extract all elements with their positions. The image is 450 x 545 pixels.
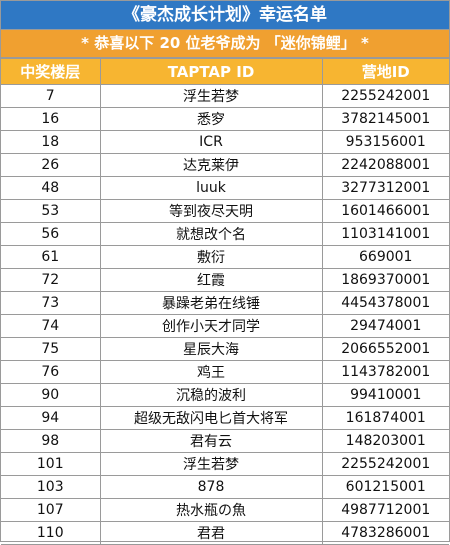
header-cell: 营地ID [321, 58, 449, 85]
table-row: 7 浮生若梦 2255242001 [1, 84, 449, 108]
table-cell: ICR [99, 130, 323, 154]
table-row: 48 luuk 3277312001 [1, 176, 449, 200]
table-row: 94 超级无敌闪电匕首大将军 161874001 [1, 406, 449, 430]
table-cell: 4987712001 [321, 498, 449, 522]
table-cell: 94 [1, 406, 101, 430]
table-cell: 29474001 [321, 314, 449, 338]
header-row: 中奖楼层 TAPTAP ID 营地ID [1, 58, 449, 85]
table-row: 56 就想改个名 1103141001 [1, 222, 449, 246]
table-row: 98 君有云 148203001 [1, 429, 449, 453]
table-cell: 72 [1, 268, 101, 292]
header-cell: TAPTAP ID [99, 58, 323, 85]
table-cell: 75 [1, 337, 101, 361]
table-cell: 18 [1, 130, 101, 154]
table-cell: 56 [1, 222, 101, 246]
header-cell: 中奖楼层 [1, 58, 101, 85]
winners-table: 中奖楼层 TAPTAP ID 营地ID 7 浮生若梦 2255242001 16 悉穸 378… [1, 58, 449, 545]
table-cell: 4454378001 [321, 291, 449, 315]
table-cell: 创作小天才同学 [99, 314, 323, 338]
table-cell: 601215001 [321, 475, 449, 499]
table-cell: 74 [1, 314, 101, 338]
table-cell: 热水瓶の魚 [99, 498, 323, 522]
table-cell: 161874001 [321, 406, 449, 430]
table-cell: 敷衍 [99, 245, 323, 269]
table-cell: 4783286001 [321, 521, 449, 545]
title: 《豪杰成长计划》幸运名单 [1, 1, 449, 30]
table-row: 26 达克莱伊 2242088001 [1, 153, 449, 177]
table-cell: 超级无敌闪电匕首大将军 [99, 406, 323, 430]
table-cell: 48 [1, 176, 101, 200]
table-cell: 悉穸 [99, 107, 323, 131]
subtitle: * 恭喜以下 20 位老爷成为 「迷你锦鲤」 * [1, 30, 449, 58]
table-cell: 101 [1, 452, 101, 476]
table-cell: 等到夜尽天明 [99, 199, 323, 223]
table-cell: 107 [1, 498, 101, 522]
table-cell: 110 [1, 521, 101, 545]
table-cell: 2242088001 [321, 153, 449, 177]
table-row: 103 878 601215001 [1, 475, 449, 499]
table-cell: 3277312001 [321, 176, 449, 200]
table-cell: 2255242001 [321, 84, 449, 108]
table-cell: 红霞 [99, 268, 323, 292]
table-cell: 73 [1, 291, 101, 315]
table-row: 73 暴躁老弟在线锤 4454378001 [1, 291, 449, 315]
table-cell: 953156001 [321, 130, 449, 154]
table-cell: 沉稳的波利 [99, 383, 323, 407]
table-row: 110 君君 4783286001 [1, 521, 449, 545]
table-cell: 1103141001 [321, 222, 449, 246]
table-cell: 16 [1, 107, 101, 131]
table-cell: 2255242001 [321, 452, 449, 476]
table-cell: 148203001 [321, 429, 449, 453]
table-row: 90 沉稳的波利 99410001 [1, 383, 449, 407]
table-cell: 1601466001 [321, 199, 449, 223]
table-row: 18 ICR 953156001 [1, 130, 449, 154]
table-cell: 103 [1, 475, 101, 499]
table-cell: 26 [1, 153, 101, 177]
table-cell: 1869370001 [321, 268, 449, 292]
table-row: 75 星辰大海 2066552001 [1, 337, 449, 361]
table-row: 101 浮生若梦 2255242001 [1, 452, 449, 476]
table-row: 107 热水瓶の魚 4987712001 [1, 498, 449, 522]
table-cell: 98 [1, 429, 101, 453]
table-cell: 星辰大海 [99, 337, 323, 361]
table-row: 74 创作小天才同学 29474001 [1, 314, 449, 338]
table-row: 72 红霞 1869370001 [1, 268, 449, 292]
table-row: 53 等到夜尽天明 1601466001 [1, 199, 449, 223]
table-cell: 878 [99, 475, 323, 499]
table-cell: 61 [1, 245, 101, 269]
table-row: 16 悉穸 3782145001 [1, 107, 449, 131]
table-cell: 暴躁老弟在线锤 [99, 291, 323, 315]
table-cell: 1143782001 [321, 360, 449, 384]
table-cell: 76 [1, 360, 101, 384]
table-cell: 达克莱伊 [99, 153, 323, 177]
table-cell: 君有云 [99, 429, 323, 453]
table-cell: 浮生若梦 [99, 84, 323, 108]
table-row: 61 敷衍 669001 [1, 245, 449, 269]
table-cell: 君君 [99, 521, 323, 545]
table-cell: 鸡王 [99, 360, 323, 384]
table-cell: luuk [99, 176, 323, 200]
table-cell: 99410001 [321, 383, 449, 407]
table-cell: 90 [1, 383, 101, 407]
table-cell: 669001 [321, 245, 449, 269]
table-cell: 就想改个名 [99, 222, 323, 246]
table-cell: 浮生若梦 [99, 452, 323, 476]
table-cell: 3782145001 [321, 107, 449, 131]
table-cell: 53 [1, 199, 101, 223]
table-cell: 2066552001 [321, 337, 449, 361]
table-body: 7 浮生若梦 2255242001 16 悉穸 3782145001 18 ICR 953156… [1, 84, 449, 545]
table-cell: 7 [1, 84, 101, 108]
table-row: 76 鸡王 1143782001 [1, 360, 449, 384]
